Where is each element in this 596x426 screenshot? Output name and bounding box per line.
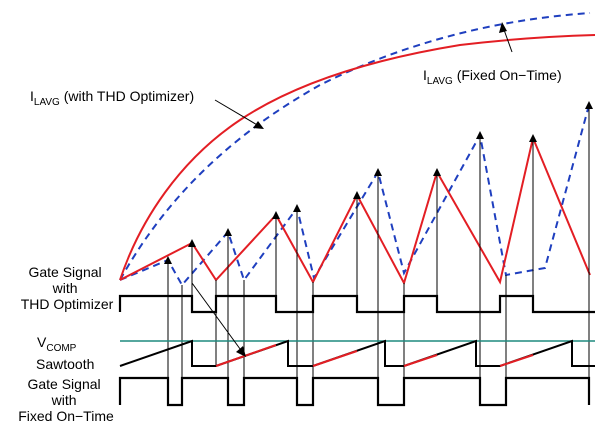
- inductor-current-thd-optimizer: [119, 134, 591, 286]
- sawtooth-label: Sawtooth: [36, 356, 94, 372]
- arrowhead-icon: [164, 256, 172, 264]
- label-leader-thd: [214, 99, 260, 127]
- ilavg-fixed-label: ILAVG (Fixed On−Time): [423, 67, 562, 87]
- arrowhead-icon: [374, 168, 382, 176]
- sawtooth-red-segment: [312, 350, 358, 367]
- vcomp-label: VCOMP: [37, 334, 77, 354]
- ilavg-fixed-on-time-curve: [119, 12, 591, 281]
- arrowhead-icon: [224, 228, 232, 236]
- ilavg-thd-label: ILAVG (with THD Optimizer): [30, 88, 194, 108]
- timing-markers: [167, 105, 590, 405]
- gate-signal-fixed-on-time: [118, 376, 591, 407]
- ilavg-thd-optimizer-curve: [119, 34, 596, 281]
- arrowhead-icon: [529, 134, 537, 142]
- arrowhead-icon: [272, 211, 280, 219]
- sawtooth-red-segment: [215, 344, 277, 367]
- sawtooth-red-segment: [499, 354, 534, 367]
- gate-thd-label: Gate Signal with THD Optimizer: [21, 264, 114, 312]
- arrowhead-icon: [433, 168, 441, 176]
- gate-signal-thd-optimizer: [118, 294, 595, 314]
- arrowhead-icon: [236, 346, 246, 357]
- gate-fixed-label: Gate Signal with Fixed On−Time: [18, 376, 114, 424]
- arrowhead-icon: [353, 191, 361, 199]
- arrowhead-icon: [293, 204, 301, 212]
- marker-arrowheads: [164, 101, 593, 264]
- arrowhead-icon: [188, 239, 196, 247]
- arrowhead-icon: [585, 101, 593, 109]
- sawtooth-waveform: [119, 339, 595, 367]
- arrowhead-icon: [499, 22, 507, 33]
- sawtooth-red-segment: [403, 354, 438, 367]
- pointer-arrow: [191, 282, 244, 354]
- arrowhead-icon: [253, 121, 264, 129]
- thd-sawtooth-segments: [215, 344, 534, 367]
- inductor-current-fixed-on-time: [119, 104, 590, 287]
- arrowhead-icon: [476, 131, 484, 139]
